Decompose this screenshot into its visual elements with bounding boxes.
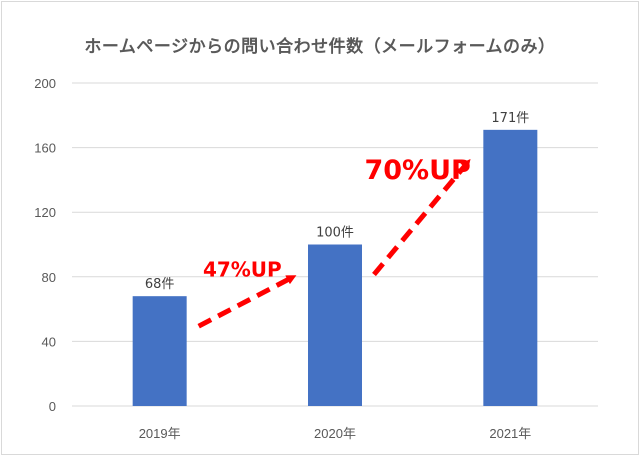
x-tick-label: 2019年 bbox=[139, 426, 181, 441]
data-label: 100件 bbox=[316, 226, 354, 241]
growth-annotation: 47%UP bbox=[203, 257, 282, 281]
bar bbox=[483, 129, 538, 406]
growth-annotation: 70%UP bbox=[364, 155, 470, 186]
data-label: 68件 bbox=[145, 277, 175, 292]
growth-arrow bbox=[197, 275, 297, 329]
y-tick-label: 0 bbox=[49, 399, 56, 414]
y-tick-label: 80 bbox=[42, 270, 56, 285]
bar bbox=[308, 244, 362, 406]
y-tick-label: 120 bbox=[34, 205, 56, 220]
growth-arrow bbox=[372, 158, 471, 277]
bar bbox=[132, 296, 187, 406]
y-tick-label: 200 bbox=[34, 76, 56, 91]
data-label: 171件 bbox=[491, 111, 529, 126]
y-tick-label: 40 bbox=[42, 334, 56, 349]
chart-title: ホームページからの問い合わせ件数（メールフォームのみ） bbox=[84, 37, 556, 57]
y-tick-label: 160 bbox=[34, 141, 56, 156]
x-tick-label: 2020年 bbox=[314, 426, 356, 441]
x-tick-label: 2021年 bbox=[489, 426, 531, 441]
